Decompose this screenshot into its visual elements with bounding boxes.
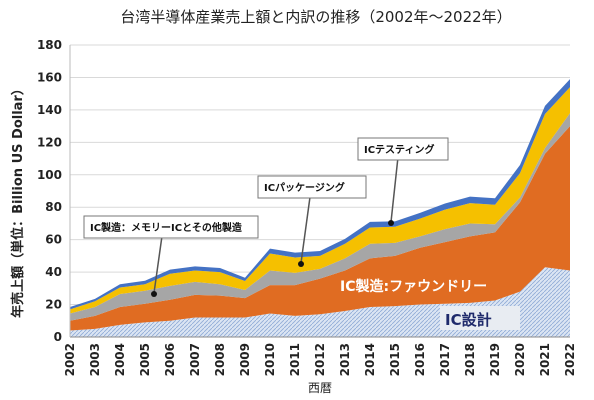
y-tick-label: 180 (37, 38, 62, 52)
x-tick-label: 2020 (513, 343, 527, 376)
y-tick-label: 40 (45, 265, 62, 279)
x-tick-label: 2002 (63, 343, 77, 376)
y-axis-title: 年売上額（単位：Billion US Dollar） (10, 82, 26, 318)
x-tick-label: 2021 (538, 343, 552, 376)
foundry-label: IC製造:ファウンドリー (340, 278, 487, 295)
area-series (70, 79, 570, 337)
testing-label-leader (390, 156, 399, 223)
memory-label-box (83, 215, 259, 239)
x-tick-label: 2004 (113, 343, 127, 376)
x-tick-label: 2019 (488, 343, 502, 376)
packaging-label-dot (298, 261, 304, 267)
area-ic-series (70, 126, 570, 331)
area-ic-series (70, 79, 570, 310)
y-tick-label: 60 (45, 233, 62, 247)
y-tick-label: 140 (37, 103, 62, 117)
y-tick-label: 0 (54, 330, 62, 344)
ic-design-label: IC設計 (445, 311, 492, 329)
area-ic-series (70, 87, 570, 314)
x-tick-label: 2018 (463, 343, 477, 376)
x-tick-label: 2008 (213, 343, 227, 376)
annotations: IC設計 IC製造:ファウンドリー IC製造：メモリーICとその他製造 ICパッ… (83, 137, 520, 330)
memory-label-leader (153, 235, 163, 294)
x-tick-label: 2017 (438, 343, 452, 376)
area-ic-ic-series (70, 113, 570, 321)
x-tick-label: 2012 (313, 343, 327, 376)
y-tick-label: 160 (37, 70, 62, 84)
y-tick-labels: 0 20 40 60 80 100 120 140 160 180 (37, 38, 62, 344)
x-tick-labels: 2002 2003 2004 2005 2006 2007 2008 2009 2010 2011… (63, 343, 577, 376)
x-tick-label: 2003 (88, 343, 102, 376)
ic-design-label-bg (440, 306, 520, 330)
x-tick-label: 2013 (338, 343, 352, 376)
y-tick-label: 120 (37, 135, 62, 149)
testing-label-dot (388, 220, 394, 226)
x-tick-label: 2009 (238, 343, 252, 376)
y-tick-label: 20 (45, 298, 62, 312)
x-tick-label: 2007 (188, 343, 202, 376)
testing-label-box (357, 137, 449, 161)
memory-label-dot (151, 291, 157, 297)
y-tick-label: 100 (37, 168, 62, 182)
y-tick-label: 80 (45, 200, 62, 214)
x-tick-label: 2011 (288, 343, 302, 376)
x-tick-label: 2010 (263, 343, 277, 376)
x-tick-label: 2022 (563, 343, 577, 376)
x-tick-label: 2014 (363, 343, 377, 376)
x-axis-title: 西暦 (308, 381, 332, 395)
memory-label: IC製造：メモリーICとその他製造 (90, 221, 243, 234)
packaging-label-box (257, 175, 367, 199)
packaging-label-leader (300, 196, 311, 264)
axes (69, 45, 570, 338)
testing-label: ICテスティング (364, 143, 434, 156)
x-tick-label: 2005 (138, 343, 152, 376)
x-tick-label: 2006 (163, 343, 177, 376)
chart-title: 台湾半導体産業売上額と内訳の推移（2002年～2022年） (120, 8, 511, 26)
x-tick-label: 2015 (388, 343, 402, 376)
packaging-label: ICパッケージング (264, 181, 345, 194)
x-tick-label: 2016 (413, 343, 427, 376)
